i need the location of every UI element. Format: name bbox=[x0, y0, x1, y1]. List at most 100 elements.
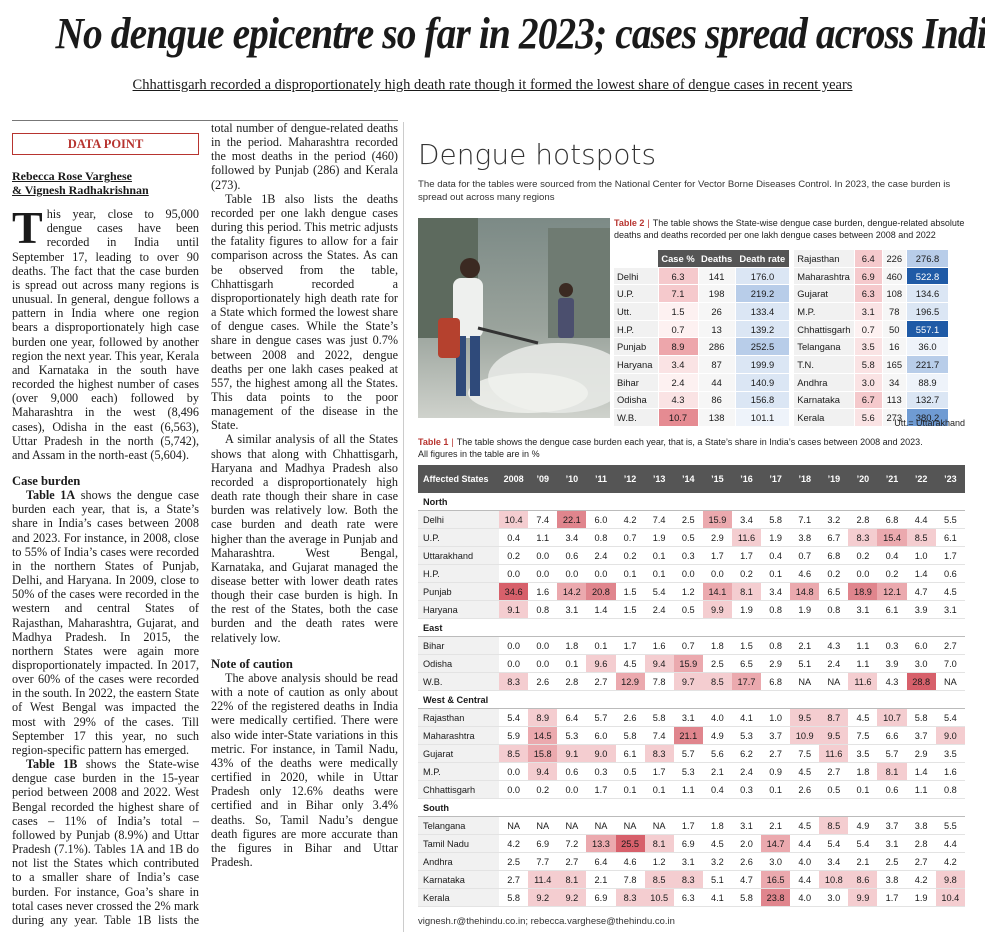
cell: 6.2 bbox=[731, 744, 762, 763]
row: Tamil Nadu 4.2 6.9 7.2 13.3 25.5 8.1 6.9 4.5 2.0 1… bbox=[418, 834, 965, 853]
cell: 78 bbox=[881, 302, 907, 321]
cell: 2.0 bbox=[731, 834, 762, 853]
cell: 9.4 bbox=[528, 762, 558, 781]
cell: 9.4 bbox=[644, 654, 674, 673]
cell: 3.4 bbox=[819, 852, 849, 871]
row-label: Haryana bbox=[418, 600, 500, 619]
table: Affected States 2008’09’10’11’12’13’14’15… bbox=[418, 465, 965, 907]
cell: 101.1 bbox=[734, 408, 790, 427]
caption-text: The table shows the State-wise dengue ca… bbox=[614, 218, 965, 240]
cell: 6.5 bbox=[819, 582, 849, 601]
cell: NA bbox=[644, 816, 674, 835]
row-label: Karnataka bbox=[418, 870, 500, 889]
divider bbox=[403, 122, 404, 932]
row-label: Odisha bbox=[418, 654, 500, 673]
header-cell: ’20 bbox=[848, 465, 878, 493]
cell: 10.7 bbox=[877, 708, 907, 727]
cell: 13 bbox=[697, 320, 736, 339]
separator: | bbox=[647, 218, 650, 228]
cell: 1.5 bbox=[731, 636, 762, 655]
cell: 0.2 bbox=[731, 564, 762, 583]
cell: 9.2 bbox=[528, 888, 558, 907]
row-label: Rajasthan bbox=[794, 250, 855, 268]
cell: 0.1 bbox=[644, 780, 674, 799]
row-label: M.P. bbox=[794, 302, 855, 321]
cell: 1.7 bbox=[673, 816, 703, 835]
cell: 3.5 bbox=[853, 337, 883, 357]
header-cell: ’11 bbox=[586, 465, 616, 493]
cell: 3.2 bbox=[702, 852, 732, 871]
cell: 5.7 bbox=[877, 744, 907, 763]
cell: 4.0 bbox=[702, 708, 732, 727]
row: Karnataka 2.7 11.4 8.1 2.1 7.8 8.5 8.3 5.1 4.7 16.… bbox=[418, 870, 965, 889]
intro-paragraph: This year, close to 95,000 dengue cases … bbox=[12, 202, 199, 462]
cell: 6.0 bbox=[586, 510, 616, 529]
cell: 0.0 bbox=[499, 654, 529, 673]
cell: 6.4 bbox=[557, 708, 587, 727]
cell: NA bbox=[586, 816, 616, 835]
cell: 2.4 bbox=[657, 373, 698, 392]
cell: 5.4 bbox=[848, 834, 878, 853]
row-label: Andhra bbox=[418, 852, 500, 871]
cell: 0.0 bbox=[499, 780, 529, 799]
cell: 5.6 bbox=[702, 744, 732, 763]
cell: 11.6 bbox=[848, 672, 878, 691]
section-label: DATA POINT bbox=[12, 133, 199, 156]
cell: 2.1 bbox=[848, 852, 878, 871]
graphic-title: Dengue hotspots bbox=[418, 138, 657, 171]
cell: 15.4 bbox=[877, 528, 907, 547]
cell: 3.4 bbox=[657, 355, 698, 374]
cell: 0.3 bbox=[731, 780, 762, 799]
cell: 4.9 bbox=[848, 816, 878, 835]
header-cell: Death rate bbox=[735, 250, 790, 268]
cell: 3.0 bbox=[906, 654, 936, 673]
cell: 8.1 bbox=[644, 834, 674, 853]
cell: 0.6 bbox=[557, 762, 587, 781]
cell: 6.1 bbox=[935, 528, 965, 547]
cell: 4.0 bbox=[790, 888, 820, 907]
cell: 0.5 bbox=[673, 528, 703, 547]
header-cell: ’16 bbox=[731, 465, 762, 493]
row-label: Delhi bbox=[418, 510, 500, 529]
cell: 4.2 bbox=[906, 870, 936, 889]
row-label: U.P. bbox=[418, 528, 500, 547]
cell: 0.0 bbox=[499, 762, 529, 781]
cell: 2.1 bbox=[790, 636, 820, 655]
cell: 5.8 bbox=[644, 708, 674, 727]
row-label: Maharashtra bbox=[794, 267, 855, 286]
cell: 36.0 bbox=[905, 337, 949, 357]
cell: 0.7 bbox=[673, 636, 703, 655]
row: Rajasthan 6.4 226 276.8 bbox=[794, 250, 949, 268]
cell: 4.2 bbox=[499, 834, 529, 853]
row: Maharashtra 6.9 460 522.8 bbox=[794, 267, 949, 286]
header-cell: ’09 bbox=[528, 465, 558, 493]
table-caption: Table 2 | The table shows the State-wise d… bbox=[614, 218, 966, 241]
caption-text: The table shows the dengue case burden e… bbox=[456, 437, 923, 447]
cell: 276.8 bbox=[905, 250, 949, 268]
row: Bihar 2.4 44 140.9 bbox=[614, 373, 790, 392]
cell: 2.4 bbox=[731, 762, 762, 781]
cell: 11.6 bbox=[819, 744, 849, 763]
paragraph-text: Table 1B also lists the deaths recorded … bbox=[211, 191, 398, 433]
paragraph-text: shows the dengue case burden each year, … bbox=[12, 488, 199, 757]
cell: 9.7 bbox=[673, 672, 703, 691]
caption-note: All figures in the table are in % bbox=[418, 448, 540, 459]
row-label: H.P. bbox=[614, 320, 658, 339]
table-label: Table 2 bbox=[614, 218, 645, 228]
separator: | bbox=[451, 437, 454, 447]
cell: 8.9 bbox=[528, 708, 558, 727]
row-label: Kerala bbox=[418, 888, 500, 907]
cell: 138 bbox=[697, 408, 736, 427]
cell: 22.1 bbox=[557, 510, 587, 529]
cell: 14.8 bbox=[790, 582, 820, 601]
cell: 4.3 bbox=[657, 391, 698, 410]
cell: 1.8 bbox=[848, 762, 878, 781]
cell: 2.7 bbox=[935, 636, 965, 655]
row: Andhra 3.0 34 88.9 bbox=[794, 373, 949, 392]
cell: 3.1 bbox=[557, 600, 587, 619]
cell: 34 bbox=[881, 373, 907, 392]
cell: 1.8 bbox=[702, 636, 732, 655]
cell: 5.9 bbox=[499, 726, 529, 745]
header-cell: ’14 bbox=[673, 465, 703, 493]
